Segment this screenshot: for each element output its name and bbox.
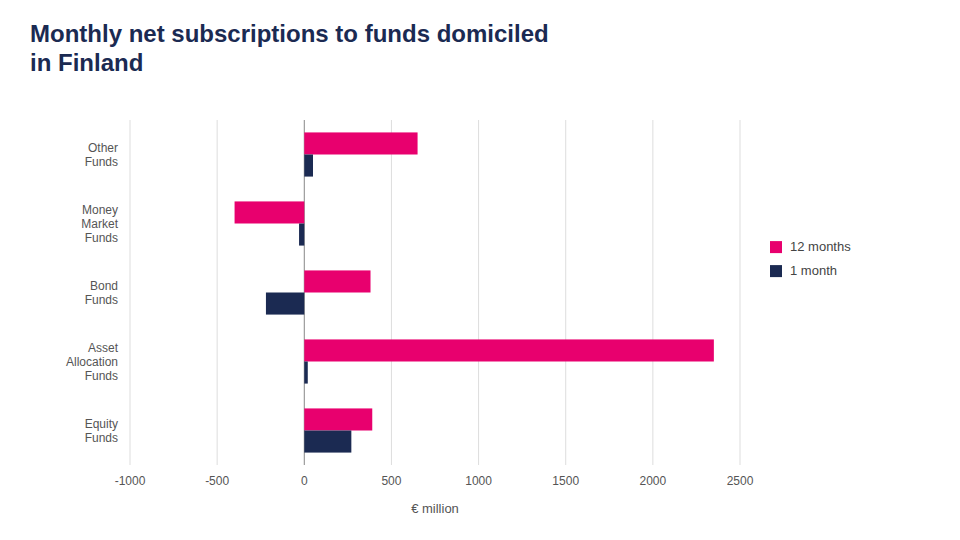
bar [299,224,304,246]
bar [304,408,372,430]
tick-label: 1500 [552,474,579,488]
grid-line [478,120,479,465]
chart: Monthly net subscriptions to funds domic… [0,0,960,540]
tick-label: 0 [301,474,308,488]
bar [304,362,307,384]
tick-label: 2000 [640,474,667,488]
bar [304,339,714,361]
grid-line [652,120,653,465]
legend-swatch [770,241,782,253]
legend-label: 12 months [790,239,851,254]
grid-line [565,120,566,465]
category-label: MoneyMarketFunds [81,203,118,245]
legend-label: 1 month [790,263,837,278]
category-label: BondFunds [85,279,118,307]
bar [304,155,313,177]
grid-line [217,120,218,465]
category-label: AssetAllocationFunds [66,341,119,383]
tick-label: 2500 [727,474,754,488]
category-label: EquityFunds [85,417,118,445]
tick-label: -500 [205,474,229,488]
bars [235,132,714,452]
bar [304,132,417,154]
axis-label: € million [411,501,459,516]
category-label: OtherFunds [85,141,118,169]
page: {"chart_data": {"type": "bar", "orientat… [0,0,960,540]
legend: 12 months 1 month [770,239,851,278]
title: Monthly net subscriptions to funds domic… [30,20,549,76]
grid-line [740,120,741,465]
bar [266,293,304,315]
grid-line [391,120,392,465]
bar [304,431,351,453]
legend-swatch [770,265,782,277]
tick-label: 500 [381,474,401,488]
tick-label: -1000 [115,474,146,488]
tick-label: 1000 [465,474,492,488]
grid [130,120,740,465]
grid-line [130,120,131,465]
bar [235,201,305,223]
bar [304,270,370,292]
